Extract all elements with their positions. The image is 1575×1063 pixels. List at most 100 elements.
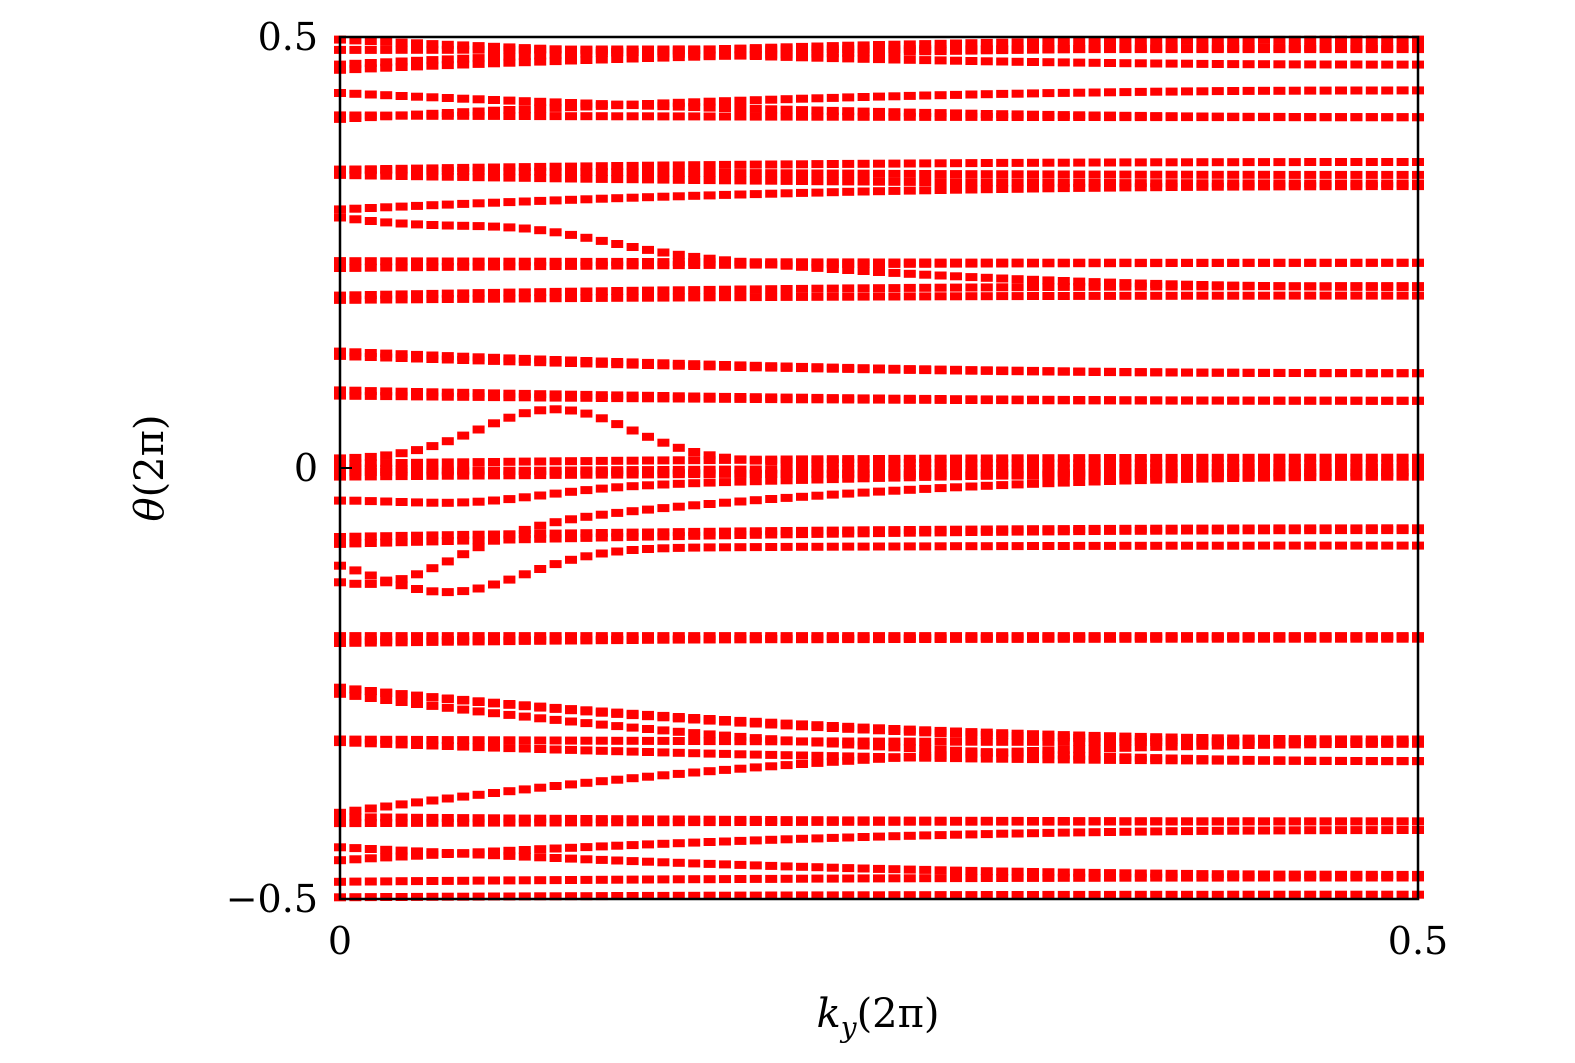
data-point <box>626 394 639 403</box>
data-point <box>1288 459 1301 468</box>
data-point <box>1073 367 1086 376</box>
data-point <box>349 459 362 468</box>
data-point <box>380 166 393 175</box>
data-point <box>1227 396 1240 405</box>
data-point <box>1011 464 1024 473</box>
data-point <box>888 292 901 301</box>
data-point <box>1273 541 1286 550</box>
y-tick-label: −0.5 <box>226 877 318 921</box>
data-point <box>1027 732 1039 741</box>
data-point <box>672 361 685 370</box>
data-point <box>1211 182 1224 191</box>
data-point <box>1335 35 1347 44</box>
data-point <box>1057 817 1070 826</box>
data-point <box>1319 158 1332 166</box>
data-point <box>411 818 423 827</box>
data-point <box>380 257 393 266</box>
data-point <box>1196 87 1209 96</box>
data-point <box>919 178 932 186</box>
data-point <box>703 470 716 478</box>
data-point <box>1211 817 1224 826</box>
data-point <box>1057 890 1070 899</box>
data-point <box>1381 739 1394 748</box>
data-point <box>1150 464 1163 473</box>
data-point <box>565 854 577 863</box>
data-point <box>1211 87 1224 96</box>
data-point <box>549 489 562 498</box>
data-point <box>996 57 1009 66</box>
data-point <box>565 470 577 479</box>
data-point <box>842 756 855 765</box>
data-point <box>1211 873 1224 882</box>
data-point <box>411 166 423 175</box>
data-point <box>549 167 562 176</box>
data-point <box>688 293 701 302</box>
data-point <box>534 714 547 723</box>
data-point <box>611 466 624 475</box>
data-point <box>380 472 393 481</box>
data-point <box>903 874 916 883</box>
data-point <box>703 112 716 121</box>
data-point <box>457 356 470 364</box>
data-point <box>518 702 531 711</box>
data-point <box>1227 113 1240 122</box>
data-point <box>1258 35 1270 44</box>
data-point <box>903 112 916 121</box>
data-point <box>611 547 624 556</box>
data-point <box>411 892 423 901</box>
data-point <box>1042 633 1055 642</box>
data-point <box>349 45 362 54</box>
data-point <box>395 111 408 120</box>
data-point <box>749 719 762 728</box>
data-point <box>826 54 839 63</box>
data-point <box>364 263 377 272</box>
data-point <box>950 528 962 537</box>
data-point <box>857 169 870 178</box>
data-point <box>364 217 377 225</box>
data-point <box>411 388 423 396</box>
data-point <box>996 867 1009 876</box>
data-point <box>503 637 516 646</box>
data-point <box>595 414 608 423</box>
data-point <box>1134 738 1147 746</box>
data-point <box>703 161 716 170</box>
data-point <box>1104 37 1116 46</box>
data-point <box>703 456 716 465</box>
data-point <box>1134 817 1147 826</box>
data-point <box>349 215 362 224</box>
data-point <box>518 736 531 745</box>
data-point <box>672 470 685 479</box>
data-point <box>672 635 685 644</box>
data-point <box>1350 890 1363 899</box>
data-point <box>1227 453 1240 462</box>
data-point <box>580 855 593 864</box>
data-point <box>1150 368 1163 377</box>
data-point <box>796 751 808 760</box>
data-point <box>1027 58 1039 66</box>
data-point <box>1181 474 1193 483</box>
data-point <box>1057 282 1070 291</box>
data-point <box>857 93 870 101</box>
data-point <box>642 175 654 184</box>
data-point <box>472 848 485 857</box>
data-point <box>580 49 593 58</box>
data-point <box>534 112 547 121</box>
data-point <box>595 162 608 171</box>
data-point <box>364 204 377 212</box>
data-point <box>903 831 916 840</box>
data-point <box>1258 873 1270 882</box>
data-point <box>595 746 608 755</box>
data-point <box>1181 827 1193 836</box>
data-point <box>811 737 824 746</box>
data-point <box>842 891 855 900</box>
data-point <box>1119 44 1132 53</box>
theta-band-16 <box>334 291 1424 304</box>
data-point <box>1381 453 1394 462</box>
data-point <box>688 543 701 552</box>
data-point <box>395 632 408 641</box>
data-point <box>503 814 516 823</box>
data-point <box>1196 526 1209 535</box>
data-point <box>1150 282 1163 291</box>
data-point <box>1350 826 1363 835</box>
data-point <box>672 727 685 736</box>
